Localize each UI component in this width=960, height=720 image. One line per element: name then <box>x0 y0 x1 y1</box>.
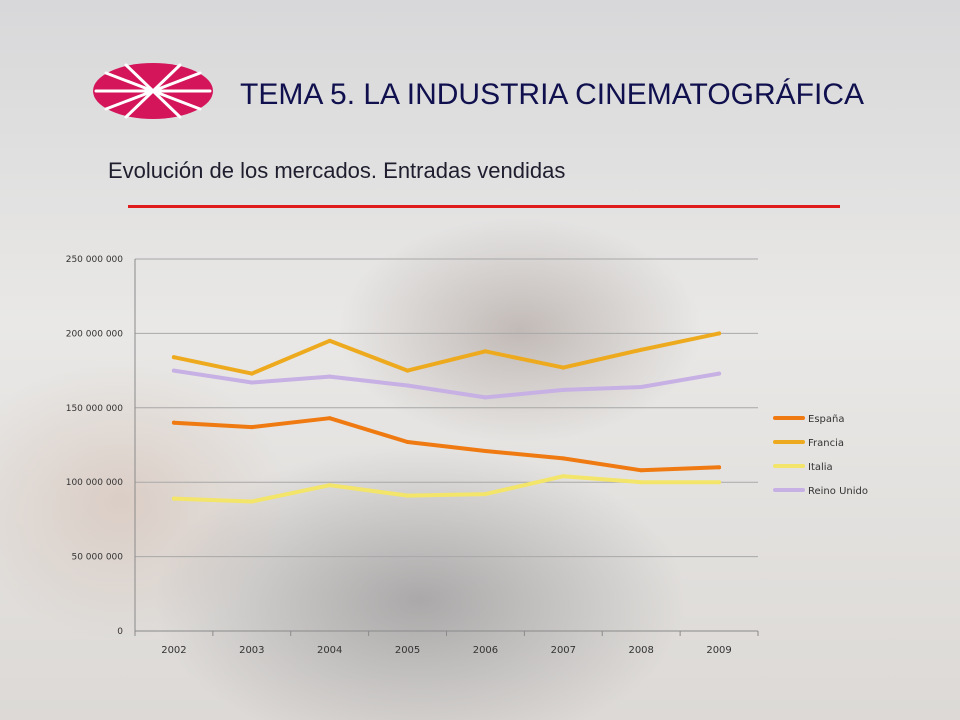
chart-legend: España Francia Italia Reino Unido <box>773 414 868 497</box>
y-tick-label: 200 000 000 <box>66 329 124 339</box>
series-point <box>561 365 566 370</box>
x-tick-label: 2008 <box>628 645 653 656</box>
series-point <box>327 416 332 421</box>
series-point <box>327 338 332 343</box>
series-point <box>171 355 176 360</box>
y-tick-label: 100 000 000 <box>66 478 124 488</box>
x-tick-label: 2009 <box>706 645 731 656</box>
series-point <box>249 371 254 376</box>
x-tick-label: 2002 <box>161 645 186 656</box>
x-tick-label: 2004 <box>317 645 342 656</box>
series-point <box>639 468 644 473</box>
series-point <box>717 371 722 376</box>
series-point <box>639 384 644 389</box>
slide-title: TEMA 5. LA INDUSTRIA CINEMATOGRÁFICA <box>240 78 865 111</box>
series-point <box>249 499 254 504</box>
slide-subtitle: Evolución de los mercados. Entradas vend… <box>108 158 566 183</box>
legend-label: Reino Unido <box>808 486 868 497</box>
y-tick-label: 50 000 000 <box>71 553 123 563</box>
chart-series-lines <box>171 331 722 504</box>
series-point <box>717 465 722 470</box>
series-point <box>405 383 410 388</box>
series-line-0 <box>171 416 722 473</box>
series-line-1 <box>171 331 722 376</box>
series-point <box>483 492 488 497</box>
chart-x-axis: 2002 2003 2004 2005 2006 2007 2008 2009 <box>134 631 759 656</box>
legend-label: Francia <box>808 438 844 449</box>
series-point <box>171 496 176 501</box>
series-line-3 <box>171 368 722 400</box>
series-point <box>483 448 488 453</box>
series-point <box>405 493 410 498</box>
legend-label: España <box>808 414 844 425</box>
series-point <box>171 420 176 425</box>
series-point <box>561 387 566 392</box>
x-tick-label: 2005 <box>395 645 420 656</box>
series-point <box>327 374 332 379</box>
series-point <box>327 483 332 488</box>
title-underline <box>128 205 840 208</box>
series-point <box>483 395 488 400</box>
series-point <box>561 456 566 461</box>
series-point <box>717 331 722 336</box>
series-point <box>639 480 644 485</box>
y-tick-label: 0 <box>117 627 123 637</box>
x-tick-label: 2007 <box>551 645 576 656</box>
series-point <box>639 347 644 352</box>
y-tick-label: 150 000 000 <box>66 404 124 414</box>
series-point <box>405 440 410 445</box>
series-point <box>717 480 722 485</box>
university-logo <box>93 63 213 119</box>
series-point <box>249 425 254 430</box>
series-point <box>171 368 176 373</box>
series-point <box>405 368 410 373</box>
legend-label: Italia <box>808 462 833 473</box>
series-line-2 <box>171 474 722 504</box>
series-point <box>483 349 488 354</box>
y-tick-label: 250 000 000 <box>66 255 124 265</box>
series-point <box>249 380 254 385</box>
chart-y-axis: 0 50 000 000 100 000 000 150 000 000 200 000… <box>66 255 136 637</box>
series-point <box>561 474 566 479</box>
x-tick-label: 2003 <box>239 645 264 656</box>
x-tick-label: 2006 <box>473 645 498 656</box>
